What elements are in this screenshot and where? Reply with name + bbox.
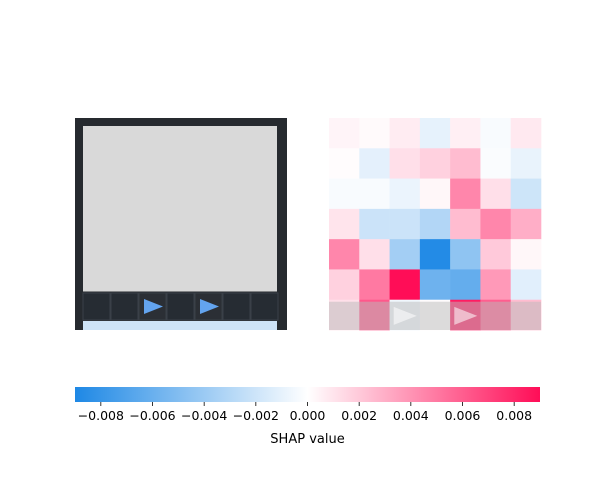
heatmap-cell (359, 269, 390, 301)
colorbar-gradient (75, 387, 540, 402)
heatmap-cell (389, 118, 421, 149)
heatmap-cell (329, 148, 360, 179)
heatmap-cell (510, 208, 542, 240)
heatmap-cell (510, 118, 542, 149)
colorbar-tick-label: 0.006 (445, 408, 481, 423)
tile-cell (222, 292, 251, 321)
tile-cell (250, 292, 279, 321)
heatmap-cell (329, 178, 360, 210)
heatmap-cell (480, 208, 512, 240)
heatmap-cell (419, 118, 451, 149)
heatmap-cell (389, 208, 421, 240)
arrow-icon (200, 299, 219, 314)
colorbar-tick-label: −0.004 (181, 408, 227, 423)
heatmap-cell (510, 269, 542, 301)
heatmap-cell (450, 269, 481, 301)
heatmap-cell (329, 269, 360, 301)
shap-heatmap-panel (329, 118, 542, 331)
tile-cell (110, 292, 139, 321)
heatmap-cell (389, 239, 421, 270)
heatmap-cell (359, 118, 390, 149)
heatmap-cell (329, 208, 360, 240)
colorbar-ticks: −0.008 −0.006 −0.004 −0.002 0.000 0.002 0.004 0… (78, 402, 532, 423)
colorbar-tick-label: −0.008 (78, 408, 124, 423)
heatmap-cell (359, 208, 390, 240)
colorbar-tick-label: 0.004 (393, 408, 429, 423)
heatmap-cell (480, 148, 512, 179)
heatmap-cell (450, 178, 481, 210)
heatmap-cell (419, 178, 451, 210)
heatmap-cell (389, 178, 421, 210)
heatmap-cell (419, 148, 451, 179)
heatmap-cell (450, 148, 481, 179)
heatmap-cell (450, 118, 481, 149)
colorbar-tick-label: −0.002 (233, 408, 279, 423)
heatmap-cell (389, 269, 421, 301)
heatmap-cell (419, 269, 451, 301)
colorbar-tick-label: 0.008 (496, 408, 532, 423)
heatmap-cell (480, 118, 512, 149)
heatmap-cell (510, 178, 542, 210)
colorbar: −0.008 −0.006 −0.004 −0.002 0.000 0.002 0.004 0… (75, 387, 540, 447)
colorbar-tick-label: 0.000 (290, 408, 326, 423)
heatmap-cell (419, 239, 451, 270)
colorbar-tick-label: −0.006 (129, 408, 175, 423)
heatmap-cell (480, 269, 512, 301)
heatmap-cell (359, 148, 390, 179)
target-strip (83, 321, 277, 330)
heatmap-cell (359, 178, 390, 210)
heatmap-cell (510, 239, 542, 270)
heatmap-cell (480, 239, 512, 270)
heatmap-cell (450, 208, 481, 240)
overlay-cell (419, 301, 451, 330)
heatmap-cell (510, 148, 542, 179)
heatmap-cell (419, 208, 451, 240)
heatmap-cell (329, 239, 360, 270)
arrow-icon (393, 306, 417, 325)
overlay-cell (480, 301, 511, 330)
colorbar-tick-label: 0.002 (341, 408, 377, 423)
empty-area (83, 126, 277, 292)
arrow-icon (144, 299, 163, 314)
overlay-cell (510, 301, 541, 330)
arrow-icon (454, 306, 478, 325)
overlay-cell (329, 301, 360, 330)
colorbar-label: SHAP value (270, 432, 344, 447)
heatmap-cell (389, 148, 421, 179)
heatmap-cell (450, 239, 481, 270)
heatmap-cell (359, 239, 390, 270)
overlay-cell (359, 301, 390, 330)
heatmap-cell (329, 118, 360, 149)
tile-cell (82, 292, 111, 321)
input-image-panel (75, 118, 287, 330)
tile-cell (166, 292, 195, 321)
heatmap-cell (480, 178, 512, 210)
